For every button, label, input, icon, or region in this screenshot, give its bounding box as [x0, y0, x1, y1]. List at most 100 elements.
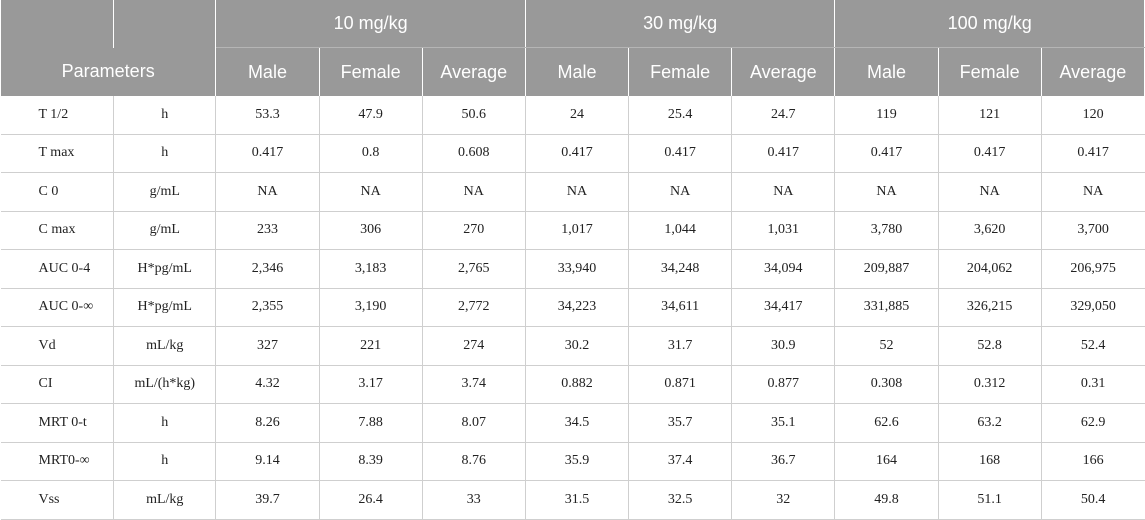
- parameter-name-cell: C 0: [0, 172, 115, 212]
- value-cell: 24.7: [731, 96, 836, 135]
- unit-cell: h: [113, 133, 217, 173]
- value-cell: 34,094: [731, 249, 836, 289]
- table-row: C 0 g/mL NA NA NA NA NA NA NA NA NA: [0, 172, 1145, 212]
- value-cell: 7.88: [318, 403, 423, 443]
- value-cell: 36.7: [731, 441, 836, 481]
- dose-group-header: 30 mg/kg: [524, 0, 836, 48]
- value-cell: 32: [731, 480, 836, 520]
- sub-column-header: Average: [731, 47, 836, 96]
- parameter-name-cell: MRT0-∞: [0, 441, 115, 481]
- value-cell: NA: [524, 172, 630, 212]
- parameter-name-cell: AUC 0-∞: [0, 287, 115, 327]
- value-cell: 221: [318, 326, 423, 366]
- value-cell: 62.6: [834, 403, 939, 443]
- value-cell: NA: [215, 172, 320, 212]
- table-row: MRT 0-t h 8.26 7.88 8.07 34.5 35.7 35.1 62.6 63.2…: [0, 403, 1145, 443]
- header-blank-cell: [0, 0, 115, 48]
- value-cell: 63.2: [937, 403, 1042, 443]
- value-cell: 50.4: [1040, 480, 1145, 520]
- table-row: CI mL/(h*kg) 4.32 3.17 3.74 0.882 0.871 0.877 0.…: [0, 364, 1145, 404]
- value-cell: 206,975: [1040, 249, 1145, 289]
- value-cell: 33,940: [524, 249, 630, 289]
- value-cell: 2,346: [215, 249, 320, 289]
- value-cell: 0.417: [834, 133, 939, 173]
- table-row: AUC 0-∞ H*pg/mL 2,355 3,190 2,772 34,223 34,61…: [0, 287, 1145, 327]
- value-cell: 0.877: [731, 364, 836, 404]
- value-cell: 53.3: [215, 96, 320, 135]
- value-cell: 326,215: [937, 287, 1042, 327]
- value-cell: 37.4: [628, 441, 733, 481]
- parameter-name-cell: CI: [0, 364, 115, 404]
- value-cell: 3,780: [834, 210, 939, 250]
- value-cell: 2,355: [215, 287, 320, 327]
- value-cell: 168: [937, 441, 1042, 481]
- value-cell: 164: [834, 441, 939, 481]
- value-cell: 329,050: [1040, 287, 1145, 327]
- value-cell: NA: [834, 172, 939, 212]
- value-cell: 24: [524, 96, 630, 135]
- value-cell: 0.417: [524, 133, 630, 173]
- value-cell: 331,885: [834, 287, 939, 327]
- value-cell: 35.9: [524, 441, 630, 481]
- sub-column-header: Average: [1040, 47, 1145, 96]
- table-body: T 1/2 h 53.3 47.9 50.6 24 25.4 24.7 119 121 120 T m…: [0, 96, 1145, 520]
- value-cell: 0.417: [731, 133, 836, 173]
- parameters-header: Parameters: [0, 47, 217, 96]
- value-cell: 9.14: [215, 441, 320, 481]
- value-cell: 47.9: [318, 96, 423, 135]
- sub-column-header: Female: [318, 47, 423, 96]
- unit-cell: h: [113, 441, 217, 481]
- parameter-name-cell: T 1/2: [0, 96, 115, 135]
- value-cell: 32.5: [628, 480, 733, 520]
- value-cell: 121: [937, 96, 1042, 135]
- value-cell: 34,417: [731, 287, 836, 327]
- sub-column-header: Female: [937, 47, 1042, 96]
- value-cell: 0.417: [937, 133, 1042, 173]
- parameter-name-cell: C max: [0, 210, 115, 250]
- value-cell: 34,248: [628, 249, 733, 289]
- table-row: Vd mL/kg 327 221 274 30.2 31.7 30.9 52 52.8 52.4: [0, 326, 1145, 366]
- value-cell: 0.882: [524, 364, 630, 404]
- value-cell: 270: [421, 210, 526, 250]
- unit-cell: g/mL: [113, 172, 217, 212]
- value-cell: 52.8: [937, 326, 1042, 366]
- value-cell: 35.7: [628, 403, 733, 443]
- value-cell: 30.9: [731, 326, 836, 366]
- sub-column-header: Male: [215, 47, 320, 96]
- dose-group-header: 10 mg/kg: [215, 0, 526, 48]
- parameter-name-cell: Vss: [0, 480, 115, 520]
- unit-cell: mL/kg: [113, 326, 217, 366]
- table-row: T 1/2 h 53.3 47.9 50.6 24 25.4 24.7 119 121 120: [0, 96, 1145, 135]
- value-cell: 3.17: [318, 364, 423, 404]
- unit-cell: mL/(h*kg): [113, 364, 217, 404]
- parameter-name-cell: MRT 0-t: [0, 403, 115, 443]
- value-cell: 8.26: [215, 403, 320, 443]
- value-cell: 8.76: [421, 441, 526, 481]
- value-cell: NA: [937, 172, 1042, 212]
- unit-cell: mL/kg: [113, 480, 217, 520]
- value-cell: 25.4: [628, 96, 733, 135]
- value-cell: NA: [1040, 172, 1145, 212]
- value-cell: 0.8: [318, 133, 423, 173]
- value-cell: 39.7: [215, 480, 320, 520]
- value-cell: 3,190: [318, 287, 423, 327]
- sub-column-header: Male: [834, 47, 939, 96]
- value-cell: 31.7: [628, 326, 733, 366]
- value-cell: 35.1: [731, 403, 836, 443]
- unit-cell: h: [113, 96, 217, 135]
- sub-column-header: Female: [628, 47, 733, 96]
- value-cell: 0.31: [1040, 364, 1145, 404]
- value-cell: 0.417: [628, 133, 733, 173]
- value-cell: NA: [628, 172, 733, 212]
- sub-column-header: Average: [421, 47, 526, 96]
- value-cell: 1,044: [628, 210, 733, 250]
- value-cell: NA: [421, 172, 526, 212]
- unit-cell: H*pg/mL: [113, 287, 217, 327]
- value-cell: 52: [834, 326, 939, 366]
- value-cell: 50.6: [421, 96, 526, 135]
- value-cell: 274: [421, 326, 526, 366]
- value-cell: 49.8: [834, 480, 939, 520]
- value-cell: 166: [1040, 441, 1145, 481]
- value-cell: 327: [215, 326, 320, 366]
